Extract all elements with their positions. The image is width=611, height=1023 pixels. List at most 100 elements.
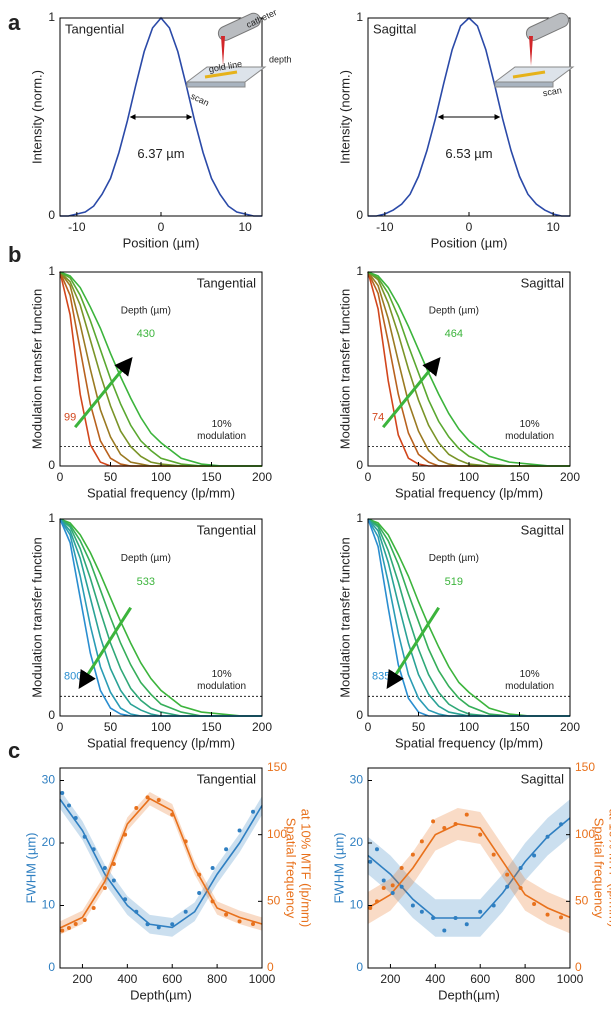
plot-title: Tangential xyxy=(197,522,256,537)
inset-plate-edge xyxy=(494,81,554,88)
confidence-band xyxy=(368,799,570,937)
x-tick-label: 0 xyxy=(158,220,165,234)
x-tick-label: 0 xyxy=(57,470,64,484)
data-point xyxy=(183,909,188,914)
y2-axis-label: at 10% MTF (lp/mm) xyxy=(299,809,314,927)
y2-tick-label: 0 xyxy=(575,960,582,974)
x-tick-label: 400 xyxy=(425,972,445,986)
plot-title: Sagittal xyxy=(521,522,564,537)
inset-gold-line xyxy=(204,70,238,79)
data-point xyxy=(442,928,447,933)
data-point xyxy=(410,903,415,908)
plot-frame xyxy=(59,767,263,969)
data-point xyxy=(111,862,116,866)
depth-end: 464 xyxy=(445,328,463,340)
data-point xyxy=(251,809,256,814)
depth-arrow xyxy=(78,606,132,689)
data-point xyxy=(197,872,202,877)
data-point xyxy=(134,909,139,914)
data-point xyxy=(491,852,496,857)
data-point xyxy=(91,847,96,852)
x-tick-label: 1000 xyxy=(249,972,276,986)
inset-catheter xyxy=(525,12,570,41)
data-point xyxy=(419,909,424,914)
data-point xyxy=(145,922,150,927)
threshold-label: 10% xyxy=(520,669,540,680)
inset-plate-edge xyxy=(186,81,246,88)
x-tick-label: 0 xyxy=(365,720,372,734)
data-point xyxy=(210,899,215,904)
x-tick-label: 50 xyxy=(412,720,426,734)
data-point xyxy=(111,878,116,883)
y2-tick-label: 150 xyxy=(575,760,595,774)
x-tick-label: 10 xyxy=(238,220,252,234)
data-point xyxy=(442,826,447,830)
data-point xyxy=(183,839,188,844)
data-point xyxy=(224,912,229,917)
y-tick-label: 1 xyxy=(48,264,55,278)
y-axis-label: Intensity (norm.) xyxy=(337,70,352,164)
threshold-label: 10% xyxy=(212,419,232,430)
x-axis-label: Spatial frequency (lp/mm) xyxy=(395,735,543,750)
data-point xyxy=(368,906,373,910)
data-point xyxy=(419,839,424,844)
x-tick-label: 50 xyxy=(412,470,426,484)
threshold-label: modulation xyxy=(505,681,554,692)
data-point xyxy=(251,922,256,926)
data-point xyxy=(464,922,469,927)
data-point xyxy=(134,806,139,810)
depth-label: Depth (µm) xyxy=(429,305,479,316)
data-point xyxy=(156,798,161,802)
x-tick-label: 800 xyxy=(515,972,535,986)
plot-title: Tangential xyxy=(197,771,256,786)
data-point xyxy=(237,828,242,833)
y2-axis-label: Spatial frequency xyxy=(284,818,299,919)
confidence-band xyxy=(368,808,570,934)
data-point xyxy=(73,922,78,926)
plot-frame xyxy=(367,767,571,969)
x-tick-label: -10 xyxy=(376,220,394,234)
x-tick-label: 0 xyxy=(365,470,372,484)
x-tick-label: 600 xyxy=(470,972,490,986)
x-tick-label: 150 xyxy=(201,470,221,484)
x-tick-label: 100 xyxy=(151,470,171,484)
data-point xyxy=(431,819,436,824)
data-point xyxy=(66,926,71,930)
data-point xyxy=(559,915,564,920)
data-point xyxy=(431,916,436,920)
x-axis-label: Depth(µm) xyxy=(438,987,500,1002)
series-line xyxy=(367,823,571,919)
data-point xyxy=(518,866,523,870)
data-point xyxy=(145,795,150,800)
data-point xyxy=(82,918,87,922)
depth-arrow xyxy=(386,606,440,689)
y-tick-label: 30 xyxy=(350,773,364,787)
data-point xyxy=(91,906,96,910)
y-tick-label: 10 xyxy=(42,898,56,912)
x-tick-label: -10 xyxy=(68,220,86,234)
x-tick-label: 600 xyxy=(162,972,182,986)
y-tick-label: 0 xyxy=(48,960,55,974)
y-tick-label: 0 xyxy=(356,960,363,974)
inset-label: catheter xyxy=(245,7,279,30)
data-point xyxy=(374,899,379,904)
data-point xyxy=(60,928,65,933)
y-axis-label: Intensity (norm.) xyxy=(29,70,44,164)
data-point xyxy=(82,834,87,839)
y-axis-label: Modulation transfer function xyxy=(29,289,44,449)
x-tick-label: 200 xyxy=(380,972,400,986)
y2-tick-label: 50 xyxy=(575,894,589,908)
x-tick-label: 100 xyxy=(151,720,171,734)
data-point xyxy=(478,832,483,837)
y-axis-label: FWHM (µm) xyxy=(23,832,38,903)
data-point xyxy=(102,866,107,870)
data-point xyxy=(518,886,523,890)
confidence-band xyxy=(60,789,262,937)
x-tick-label: 1000 xyxy=(557,972,584,986)
x-tick-label: 200 xyxy=(252,720,272,734)
data-point xyxy=(156,925,161,930)
data-point xyxy=(399,884,404,889)
data-point xyxy=(399,866,404,870)
x-tick-label: 0 xyxy=(466,220,473,234)
y2-tick-label: 100 xyxy=(575,827,595,841)
